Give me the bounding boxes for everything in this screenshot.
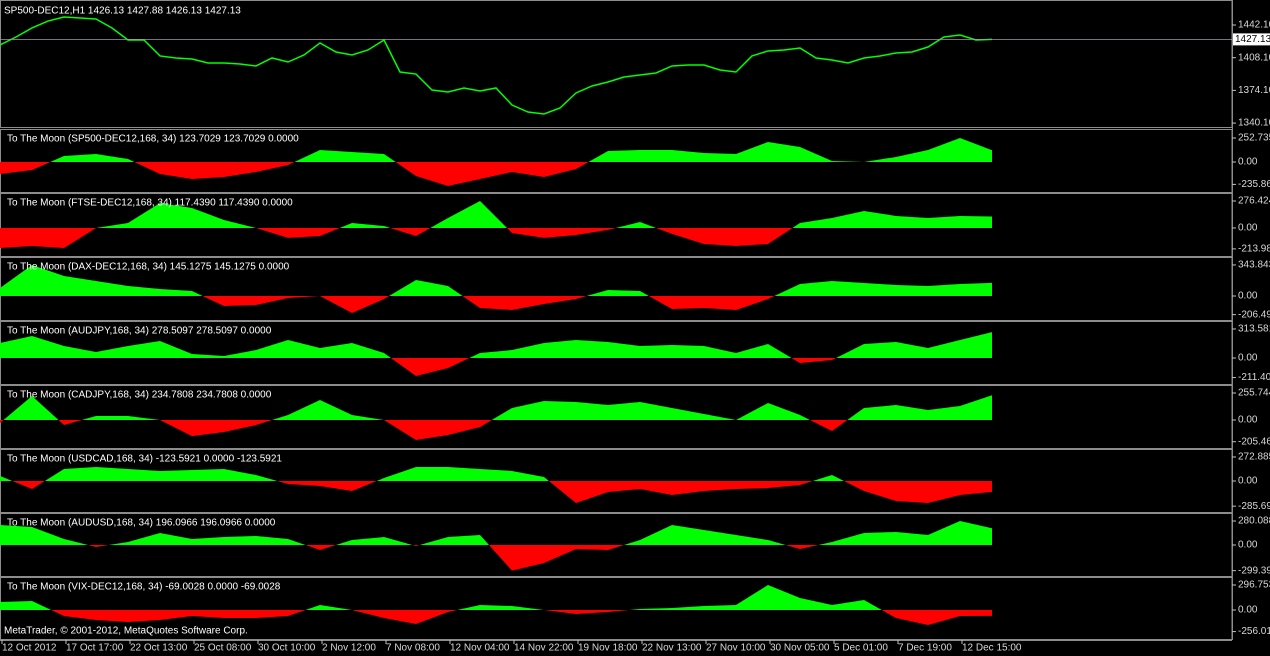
negative-area bbox=[0, 545, 992, 571]
time-label: 22 Nov 13:00 bbox=[642, 643, 702, 654]
y-tick-label: 255.744 bbox=[1238, 388, 1270, 399]
negative-area bbox=[202, 295, 775, 314]
negative-area bbox=[390, 357, 837, 377]
y-tick-label: 0.00 bbox=[1238, 223, 1258, 234]
negative-area bbox=[0, 161, 992, 187]
negative-area bbox=[0, 420, 848, 440]
y-tick-label: 1340.10 bbox=[1238, 118, 1270, 129]
time-label: 25 Oct 08:00 bbox=[194, 643, 252, 654]
positive-area bbox=[0, 466, 992, 481]
y-tick-label: 0.00 bbox=[1238, 476, 1258, 487]
y-tick-label: 296.753 bbox=[1238, 580, 1270, 591]
y-tick-label: -206.499 bbox=[1238, 309, 1270, 320]
y-tick-label: 0.00 bbox=[1238, 415, 1258, 426]
y-tick-label: 0.00 bbox=[1238, 353, 1258, 364]
positive-area bbox=[96, 201, 992, 228]
positive-area bbox=[0, 332, 992, 358]
y-tick-label: -235.867 bbox=[1238, 179, 1270, 190]
indicator-title: To The Moon (DAX-DEC12,168, 34) 145.1275… bbox=[7, 262, 290, 273]
copyright-footer: MetaTrader, © 2001-2012, MetaQuotes Soft… bbox=[4, 626, 248, 637]
y-tick-label: 276.424 bbox=[1238, 196, 1270, 207]
indicator-title: To The Moon (AUDJPY,168, 34) 278.5097 27… bbox=[7, 326, 272, 337]
time-label: 7 Dec 19:00 bbox=[898, 643, 952, 654]
y-tick-label: 0.00 bbox=[1238, 540, 1258, 551]
y-tick-label: 1374.10 bbox=[1238, 85, 1270, 96]
time-label: 14 Nov 22:00 bbox=[514, 643, 574, 654]
indicator-title: To The Moon (SP500-DEC12,168, 34) 123.70… bbox=[7, 134, 299, 145]
y-tick-label: 1442.10 bbox=[1238, 20, 1270, 31]
negative-area bbox=[0, 481, 992, 504]
symbol-title: SP500-DEC12,H1 1426.13 1427.88 1426.13 1… bbox=[4, 6, 241, 17]
time-label: 27 Nov 10:00 bbox=[706, 643, 766, 654]
indicator-title: To The Moon (AUDUSD,168, 34) 196.0966 19… bbox=[7, 518, 276, 529]
y-tick-label: 0.00 bbox=[1238, 157, 1258, 168]
y-tick-label: -213.981 bbox=[1238, 244, 1270, 255]
positive-area bbox=[0, 521, 992, 545]
time-label: 2 Nov 12:00 bbox=[322, 643, 376, 654]
negative-area bbox=[0, 610, 992, 626]
positive-area bbox=[50, 137, 992, 162]
time-label: 12 Nov 04:00 bbox=[450, 643, 510, 654]
y-tick-label: 0.00 bbox=[1238, 291, 1258, 302]
y-tick-label: 272.885 bbox=[1238, 452, 1270, 463]
positive-area bbox=[0, 264, 992, 296]
time-label: 17 Oct 17:00 bbox=[66, 643, 124, 654]
time-label: 19 Nov 18:00 bbox=[578, 643, 638, 654]
time-label: 22 Oct 13:00 bbox=[130, 643, 188, 654]
indicator-title: To The Moon (CADJPY,168, 34) 234.7808 23… bbox=[7, 390, 272, 401]
positive-area bbox=[0, 395, 992, 421]
time-label: 30 Oct 10:00 bbox=[258, 643, 316, 654]
y-tick-label: -299.399 bbox=[1238, 565, 1270, 576]
time-label: 5 Dec 01:00 bbox=[834, 643, 888, 654]
indicator-title: To The Moon (FTSE-DEC12,168, 34) 117.439… bbox=[7, 198, 293, 209]
positive-area bbox=[0, 584, 882, 611]
y-tick-label: -211.407 bbox=[1238, 372, 1270, 383]
y-tick-label: 0.00 bbox=[1238, 605, 1258, 616]
y-tick-label: 280.088 bbox=[1238, 516, 1270, 527]
current-price-box bbox=[1233, 33, 1270, 46]
time-label: 12 Oct 2012 bbox=[2, 643, 57, 654]
y-tick-label: 252.735 bbox=[1238, 133, 1270, 144]
y-tick-label: 343.843 bbox=[1238, 260, 1270, 271]
y-tick-label: -285.693 bbox=[1238, 501, 1270, 512]
time-label: 30 Nov 05:00 bbox=[770, 643, 830, 654]
y-tick-label: -256.014 bbox=[1238, 626, 1270, 637]
y-tick-label: 1408.10 bbox=[1238, 52, 1270, 63]
indicator-title: To The Moon (USDCAD,168, 34) -123.5921 0… bbox=[7, 454, 282, 465]
indicator-title: To The Moon (VIX-DEC12,168, 34) -69.0028… bbox=[7, 582, 281, 593]
time-label: 12 Dec 15:00 bbox=[962, 643, 1022, 654]
negative-area bbox=[0, 227, 992, 248]
y-tick-label: 313.581 bbox=[1238, 324, 1270, 335]
y-tick-label: -205.464 bbox=[1238, 436, 1270, 447]
current-price-label: 1427.13 bbox=[1235, 34, 1270, 45]
price-line bbox=[0, 16, 993, 115]
time-label: 7 Nov 08:00 bbox=[386, 643, 440, 654]
